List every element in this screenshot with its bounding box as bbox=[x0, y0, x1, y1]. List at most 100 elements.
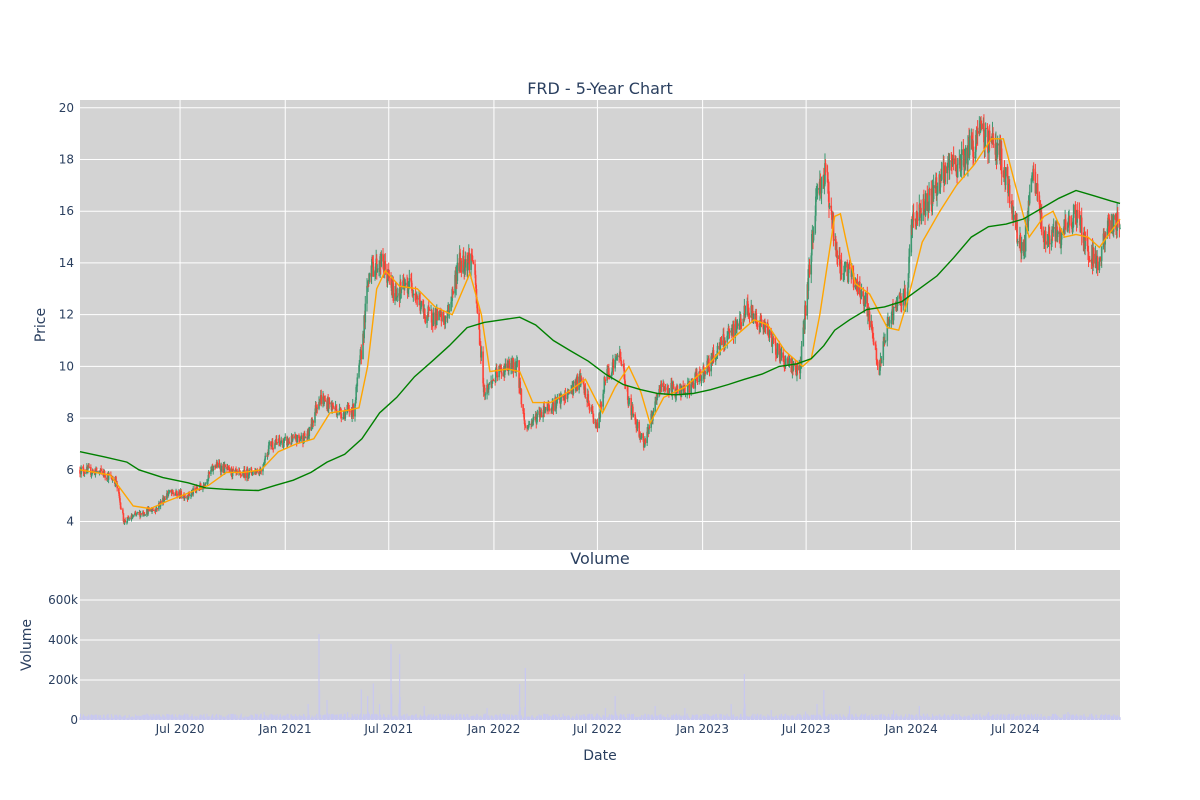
volume-bar bbox=[1083, 713, 1085, 720]
candle-body-up bbox=[190, 494, 192, 496]
candle-body-down bbox=[524, 425, 527, 428]
volume-bar bbox=[476, 714, 478, 720]
volume-bar bbox=[872, 717, 875, 720]
volume-bar bbox=[432, 714, 434, 720]
candle-body-down bbox=[422, 301, 424, 306]
candle-body-up bbox=[630, 408, 633, 416]
volume-bar bbox=[776, 718, 779, 720]
volume-bar bbox=[694, 714, 696, 720]
candle-body-up bbox=[282, 443, 285, 448]
volume-bar bbox=[957, 717, 959, 720]
candle-body-up bbox=[374, 266, 377, 272]
candle-body-down bbox=[708, 368, 711, 372]
volume-bar bbox=[500, 716, 502, 720]
candle-body-up bbox=[975, 134, 977, 152]
candle-body-up bbox=[283, 437, 286, 439]
candle-body-up bbox=[380, 253, 383, 267]
volume-bar bbox=[780, 713, 783, 720]
candle-body-up bbox=[940, 172, 943, 180]
volume-bar bbox=[976, 714, 978, 720]
candle-body-down bbox=[1014, 214, 1017, 223]
volume-bar bbox=[544, 714, 546, 720]
candle-body-down bbox=[224, 465, 227, 467]
candle-body-up bbox=[1102, 233, 1105, 247]
volume-bar bbox=[399, 654, 401, 720]
volume-bar bbox=[192, 716, 194, 720]
candle-body-down bbox=[1108, 220, 1111, 234]
candle-body-up bbox=[358, 365, 360, 378]
candle-body-down bbox=[347, 406, 349, 408]
candle-body-down bbox=[868, 311, 871, 328]
candle-body-up bbox=[759, 316, 762, 326]
volume-bar bbox=[973, 714, 975, 720]
candle-body-down bbox=[823, 176, 825, 187]
volume-bar bbox=[945, 718, 947, 720]
volume-bar bbox=[352, 715, 354, 720]
candle-body-up bbox=[376, 268, 379, 272]
candle-body-up bbox=[386, 278, 389, 283]
candle-body-up bbox=[532, 416, 535, 422]
candle-body-up bbox=[1084, 236, 1086, 250]
candle-body-up bbox=[456, 262, 459, 281]
volume-bar bbox=[993, 714, 995, 720]
candle-body-up bbox=[354, 400, 357, 404]
volume-bar bbox=[1034, 713, 1036, 720]
candle-body-down bbox=[372, 261, 375, 277]
candle-body-up bbox=[358, 360, 361, 366]
candle-body-down bbox=[131, 515, 133, 518]
volume-bar bbox=[655, 715, 657, 720]
candle-body-up bbox=[311, 420, 314, 426]
candle-body-down bbox=[728, 330, 731, 333]
candle-body-up bbox=[668, 388, 671, 393]
candle-body-down bbox=[887, 319, 890, 325]
candle-body-down bbox=[740, 318, 742, 326]
candle-body-up bbox=[1047, 231, 1050, 243]
volume-bar bbox=[503, 713, 505, 720]
candle-body-up bbox=[726, 335, 729, 342]
volume-bar bbox=[896, 715, 899, 720]
candle-body-down bbox=[600, 404, 603, 407]
candle-body-down bbox=[134, 513, 137, 515]
candle-body-down bbox=[630, 398, 632, 416]
volume-bar bbox=[326, 700, 328, 720]
candle-body-down bbox=[216, 462, 219, 468]
volume-bar bbox=[512, 716, 514, 720]
candle-body-down bbox=[582, 381, 585, 385]
candle-body-down bbox=[471, 254, 474, 260]
candle-body-up bbox=[331, 404, 333, 411]
volume-bar bbox=[228, 717, 230, 720]
candle-body-up bbox=[575, 378, 578, 391]
volume-bar bbox=[111, 715, 113, 720]
candle-body-up bbox=[686, 382, 689, 393]
volume-bar bbox=[524, 668, 526, 720]
candle-body-up bbox=[1020, 242, 1023, 254]
volume-bar bbox=[96, 717, 98, 720]
volume-bar bbox=[252, 715, 254, 720]
candle-body-down bbox=[1075, 214, 1077, 218]
candle-body-up bbox=[494, 369, 497, 382]
candle-body-down bbox=[172, 492, 174, 495]
candle-body-up bbox=[716, 355, 718, 357]
volume-bar bbox=[116, 716, 118, 720]
candle-body-up bbox=[700, 379, 703, 382]
candle-body-down bbox=[440, 312, 443, 322]
candle-body-down bbox=[900, 304, 903, 306]
candle-body-down bbox=[390, 278, 392, 286]
volume-bar bbox=[296, 716, 298, 720]
volume-bar bbox=[280, 717, 282, 720]
volume-bar bbox=[360, 689, 362, 720]
volume-bar bbox=[316, 718, 318, 720]
candle-body-up bbox=[742, 318, 745, 326]
volume-bar bbox=[931, 713, 934, 720]
candle-body-down bbox=[980, 120, 982, 124]
candle-body-up bbox=[174, 494, 177, 496]
candle-body-down bbox=[772, 338, 775, 340]
volume-bar bbox=[228, 714, 230, 720]
candle-body-down bbox=[724, 341, 727, 343]
x-tick-label: Jan 2021 bbox=[258, 722, 312, 736]
candle-body-up bbox=[351, 413, 353, 417]
candle-body-up bbox=[984, 137, 986, 148]
candle-body-up bbox=[888, 321, 891, 324]
candle-body-down bbox=[90, 467, 92, 475]
volume-bar bbox=[804, 711, 807, 720]
